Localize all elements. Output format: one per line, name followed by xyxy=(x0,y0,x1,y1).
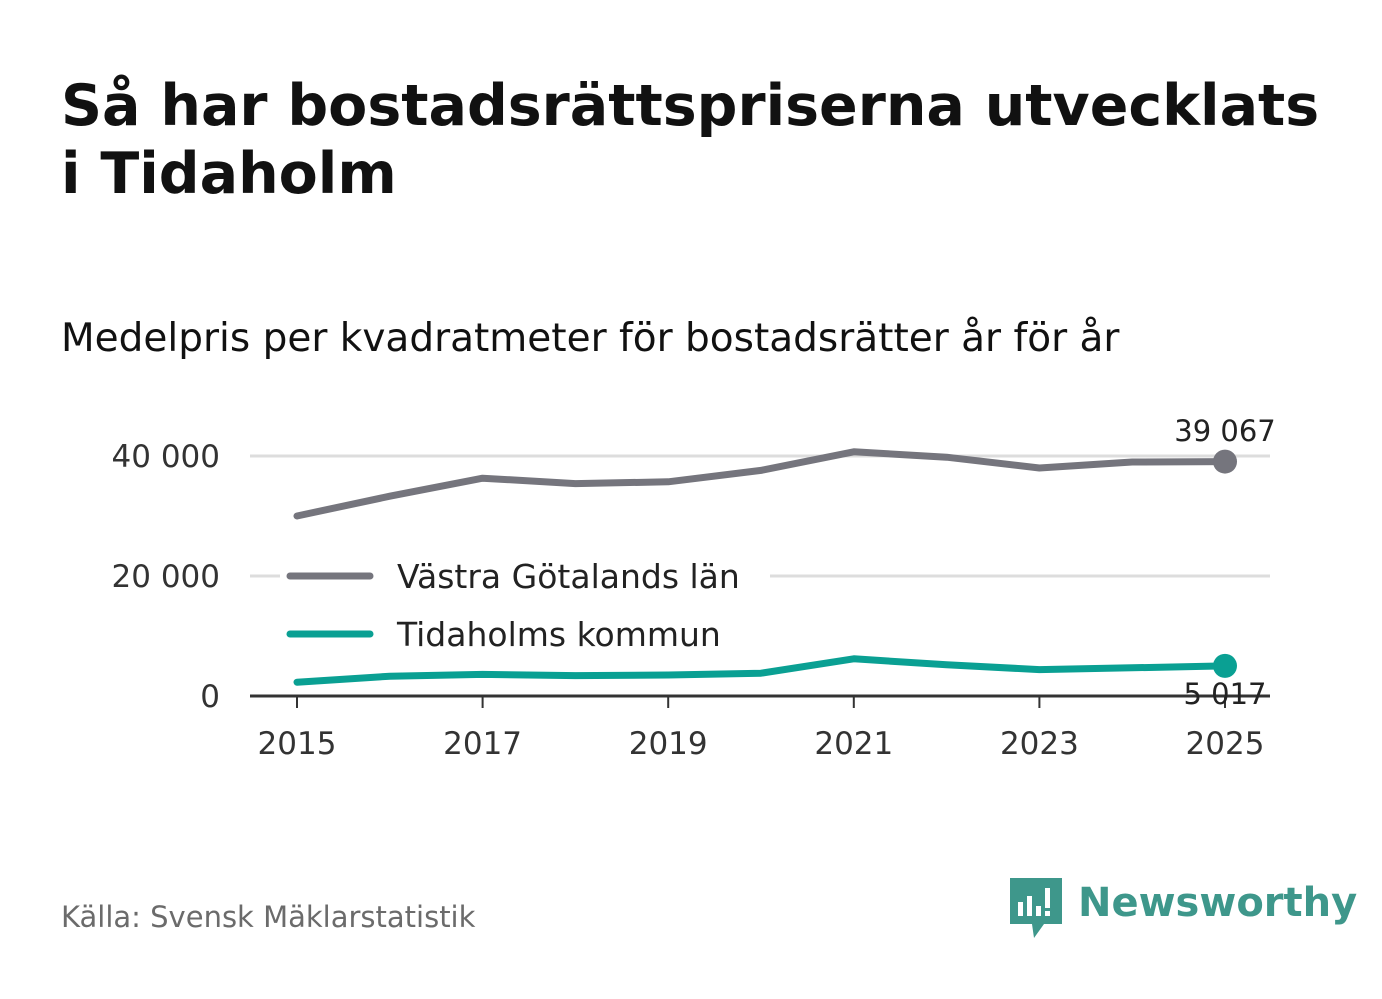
source-note: Källa: Svensk Mäklarstatistik xyxy=(61,900,476,934)
x-tick-label: 2023 xyxy=(1000,726,1079,762)
x-axis-ticks: 2015 2017 2019 2021 2023 2025 xyxy=(258,696,1265,762)
chart-subtitle: Medelpris per kvadratmeter för bostadsrä… xyxy=(61,316,1120,361)
x-tick-label: 2019 xyxy=(629,726,708,762)
end-label-tidaholm: 5 017 xyxy=(1183,677,1266,711)
legend-label: Västra Götalands län xyxy=(397,557,740,596)
chart-title: Så har bostadsrättspriserna utvecklats i… xyxy=(61,73,1320,207)
end-labels: 39 067 5 017 xyxy=(1174,414,1275,711)
legend-label: Tidaholms kommun xyxy=(396,615,721,654)
y-tick-label: 40 000 xyxy=(112,439,220,475)
end-point-marker xyxy=(1213,653,1237,678)
brand-name: Newsworthy xyxy=(1078,880,1358,926)
series-line-tidaholm xyxy=(293,655,1229,686)
x-tick-label: 2015 xyxy=(258,726,337,762)
x-tick-label: 2021 xyxy=(814,726,893,762)
end-label-vastra-gotaland: 39 067 xyxy=(1174,414,1275,448)
y-tick-label: 0 xyxy=(200,679,220,715)
x-tick-label: 2017 xyxy=(443,726,522,762)
newsworthy-logo-icon xyxy=(1010,878,1062,938)
y-axis-ticks: 0 20 000 40 000 xyxy=(112,439,220,715)
series-line-vastra-gotaland xyxy=(293,448,1229,520)
x-tick-label: 2025 xyxy=(1186,726,1265,762)
series-lines xyxy=(293,448,1237,686)
end-point-marker xyxy=(1213,449,1237,474)
line-chart: 0 20 000 40 000 2015 2017 2019 2021 2023 2025 V… xyxy=(112,414,1276,762)
y-tick-label: 20 000 xyxy=(112,559,220,595)
legend: Västra Götalands län Tidaholms kommun xyxy=(280,546,770,662)
